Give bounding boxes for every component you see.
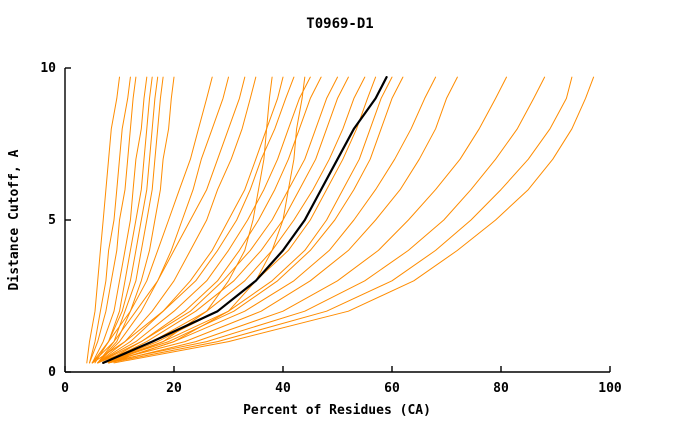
y-axis-label: Distance Cutoff, A [7, 149, 22, 290]
series-m12 [97, 76, 257, 364]
series-m19 [97, 76, 366, 364]
x-tick-label: 60 [384, 381, 400, 396]
x-tick-label: 0 [61, 381, 69, 396]
series-m21 [108, 76, 393, 364]
series-m14 [91, 76, 295, 364]
x-axis-label: Percent of Residues (CA) [243, 403, 431, 418]
series-m23 [108, 76, 437, 364]
series-m24 [102, 76, 458, 364]
series-m16 [102, 76, 322, 364]
y-tick-label: 0 [48, 365, 56, 380]
series-m02 [89, 76, 131, 364]
series-m03 [89, 76, 137, 364]
series-m29 [108, 76, 306, 364]
series-m08 [97, 76, 175, 364]
series-m01 [86, 76, 120, 364]
series-m07 [97, 76, 164, 364]
plot-area: 0 20 40 60 80 100 0 5 10 [40, 61, 622, 396]
series-m17 [97, 76, 338, 364]
series-m04 [91, 76, 148, 364]
series-m28 [113, 76, 595, 364]
series-m30 [102, 76, 273, 364]
series-m13 [97, 76, 284, 364]
x-tick-label: 20 [166, 381, 182, 396]
series-m11 [91, 76, 246, 364]
series-m25 [108, 76, 507, 364]
x-tick-label: 40 [275, 381, 291, 396]
x-tick-label: 100 [598, 381, 622, 396]
series-m06 [91, 76, 159, 364]
y-tick-label: 10 [40, 61, 56, 76]
series-m26 [102, 76, 546, 364]
series-m22 [102, 76, 404, 364]
chart-title: T0969-D1 [306, 16, 373, 32]
series-m15 [97, 76, 311, 364]
series-m27 [108, 76, 573, 364]
series-m05 [94, 76, 153, 364]
series-m10 [97, 76, 229, 364]
x-tick-label: 80 [493, 381, 509, 396]
series-m09 [91, 76, 213, 364]
series-highlighted-model [102, 75, 388, 364]
y-tick-label: 5 [48, 213, 56, 228]
